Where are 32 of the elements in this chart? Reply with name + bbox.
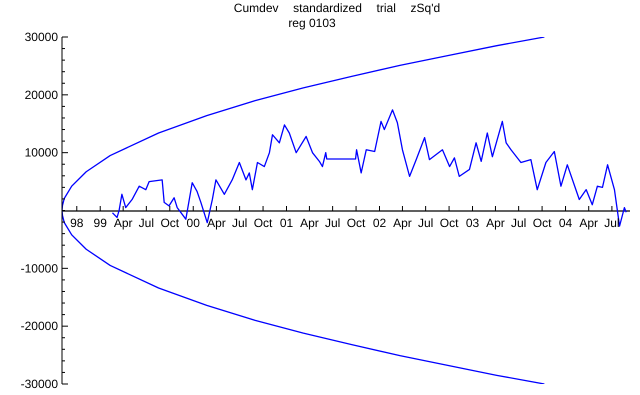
x-tick-label: 99 xyxy=(94,216,108,230)
chart-title: Cumdev standardized trial zSq'd xyxy=(234,1,440,15)
x-tick-label: Apr xyxy=(579,216,598,230)
x-tick-label: Apr xyxy=(486,216,505,230)
x-tick-label: Jul xyxy=(232,216,248,230)
chart-subtitle: reg 0103 xyxy=(288,16,336,30)
y-tick-label: -30000 xyxy=(20,377,58,391)
x-tick-label: 98 xyxy=(70,216,84,230)
x-tick-label: Jul xyxy=(418,216,434,230)
y-tick-label: -20000 xyxy=(20,319,58,334)
x-tick-label: Oct xyxy=(346,216,366,230)
x-tick-label: 00 xyxy=(186,216,200,230)
x-tick-label: Apr xyxy=(114,216,132,230)
x-tick-label: 03 xyxy=(466,216,480,230)
x-tick-label: Jul xyxy=(138,216,154,230)
x-tick-label: Oct xyxy=(254,216,274,230)
x-tick-label: Oct xyxy=(160,216,180,230)
y-tick-label: 10000 xyxy=(24,146,58,160)
x-tick-label: Oct xyxy=(440,216,460,230)
y-tick-label: 30000 xyxy=(24,30,58,44)
x-tick-label: 04 xyxy=(558,216,573,230)
x-tick-label: Apr xyxy=(300,216,319,230)
x-tick-label: Jul xyxy=(604,216,620,230)
x-tick-label: Apr xyxy=(393,216,412,230)
x-tick-label: Jul xyxy=(324,216,340,230)
x-tick-label: Oct xyxy=(532,216,552,230)
x-tick-label: Apr xyxy=(207,216,226,230)
y-tick-label: -10000 xyxy=(20,261,58,276)
x-tick-label: Jul xyxy=(510,216,526,230)
x-tick-label: 01 xyxy=(280,216,294,230)
x-tick-label: 02 xyxy=(372,216,387,230)
y-tick-label: 20000 xyxy=(24,88,58,102)
